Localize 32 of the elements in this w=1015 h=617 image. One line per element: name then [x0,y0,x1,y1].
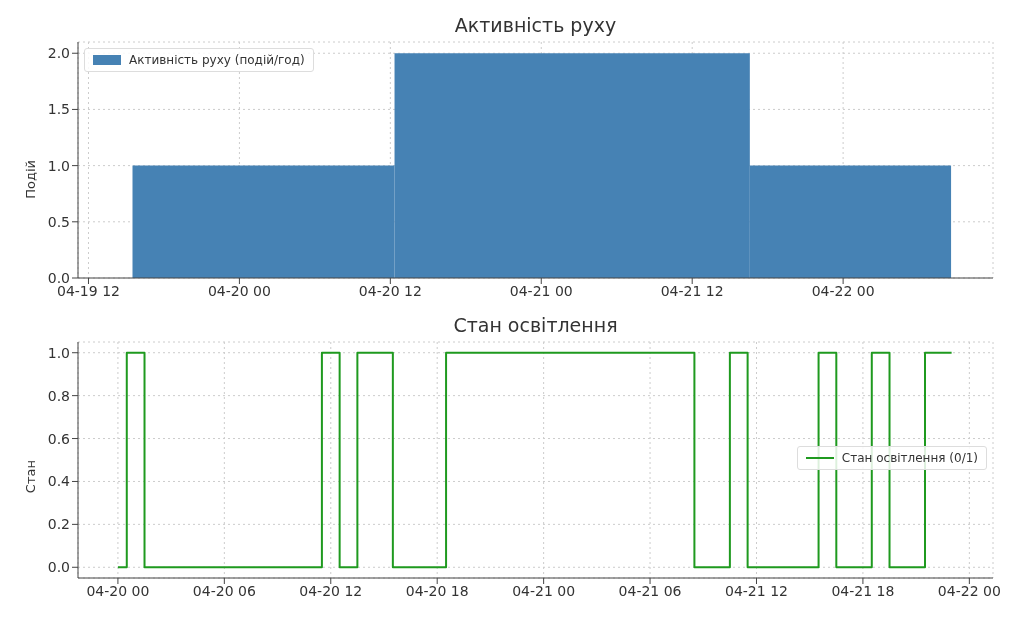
y-tick-label: 0.0 [47,559,70,576]
x-tick-label: 04-22 00 [811,282,875,299]
y-tick-label: 1.0 [47,157,70,174]
chart-title: Стан освітлення [452,314,619,336]
y-tick-label: 0.6 [47,430,71,447]
x-tick-label: 04-20 06 [192,582,256,599]
x-tick-label: 04-20 12 [358,282,422,299]
x-tick-label: 04-21 12 [725,582,788,599]
legend-box: Стан освітлення (0/1) [796,446,987,470]
x-tick-label: 04-21 00 [509,282,573,299]
y-tick-label: 2.0 [47,45,70,62]
y-tick-label: 1.0 [47,344,70,361]
x-tick-label: 04-20 00 [207,282,271,299]
x-tick-label: 04-20 12 [299,582,363,599]
x-tick-label: 04-22 00 [937,582,1001,599]
x-tick-label: 04-21 00 [512,582,576,599]
y-tick-label: 0.8 [47,387,70,404]
chart-title: Активність руху [453,14,618,36]
legend-label: Стан освітлення (0/1) [841,451,978,465]
y-axis-title: Стан [22,460,38,494]
x-tick-label: 04-21 18 [831,582,895,599]
legend-label: Активність руху (подій/год) [129,53,305,67]
y-tick-label: 0.4 [47,473,71,490]
y-axis-title: Подій [22,160,38,199]
x-tick-label: 04-20 00 [86,582,150,599]
y-tick-label: 0.2 [47,516,70,533]
x-tick-label: 04-21 12 [660,282,724,299]
y-tick-label: 1.5 [47,101,70,118]
x-tick-label: 04-20 18 [405,582,469,599]
legend-box: Активність руху (подій/год) [84,48,314,72]
x-tick-label: 04-21 06 [618,582,682,599]
y-tick-label: 0.5 [47,213,70,230]
